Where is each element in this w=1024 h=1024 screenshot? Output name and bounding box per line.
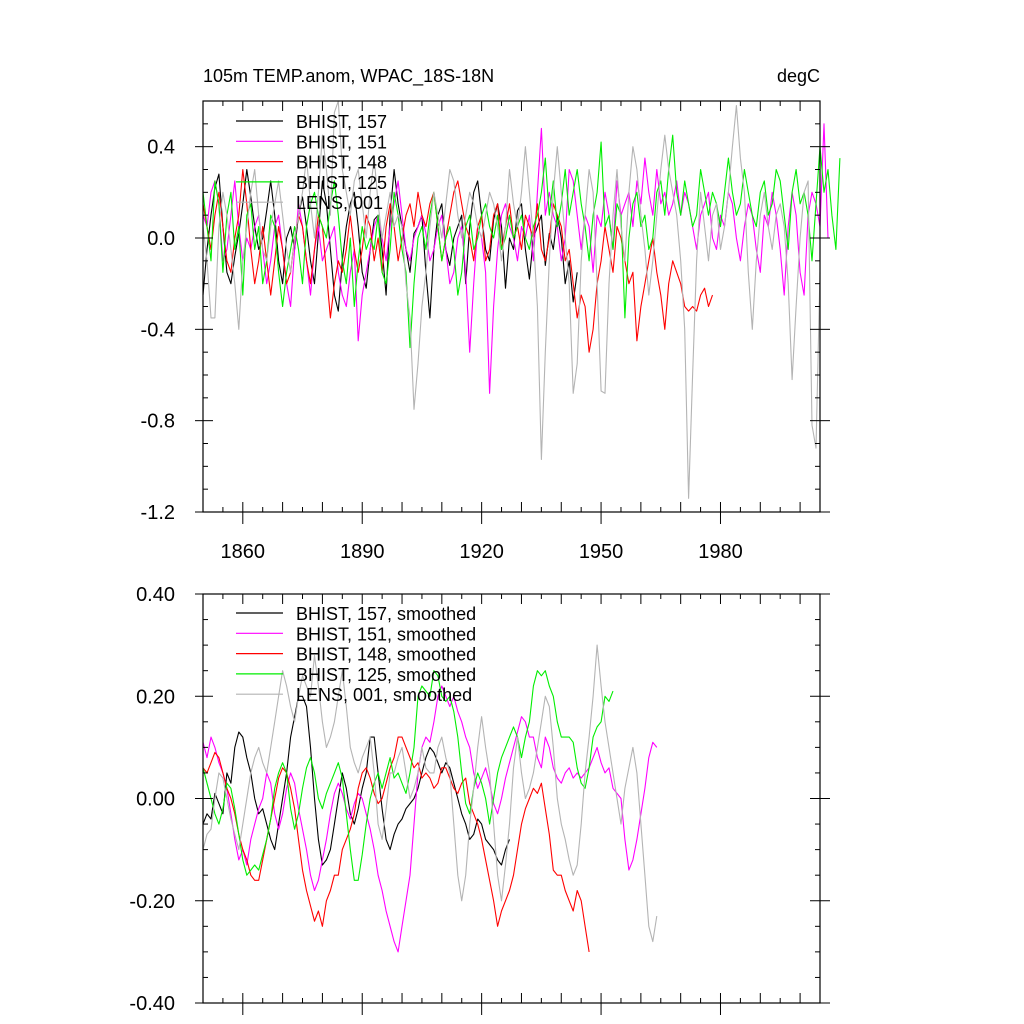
top-legend-label-bhist-148: BHIST, 148 — [296, 153, 387, 173]
top-xtick-label: 1920 — [459, 541, 504, 563]
top-panel: 105m TEMP.anom, WPAC_18S-18N degC 1860 18… — [141, 66, 841, 563]
bottom-ytick-label: 0.40 — [136, 584, 175, 606]
bottom-legend-label-bhist-125-smoothed: BHIST, 125, smoothed — [296, 665, 476, 685]
top-series-bhist-125 — [202, 134, 841, 349]
top-ytick-label: -1.2 — [141, 502, 175, 524]
bottom-ytick-label: 0.00 — [136, 789, 175, 811]
top-series-bhist-148 — [202, 168, 714, 353]
top-units-label: degC — [777, 66, 820, 86]
bottom-ytick-label: 0.20 — [136, 686, 175, 708]
top-xtick-label: 1950 — [579, 541, 624, 563]
bottom-legend-label-bhist-157-smoothed: BHIST, 157, smoothed — [296, 604, 476, 624]
bottom-plot-area — [202, 644, 658, 953]
bottom-legend-label-lens-001-smoothed: LENS, 001, smoothed — [296, 685, 472, 705]
bottom-ytick-label: -0.20 — [129, 891, 175, 913]
top-legend-label-lens-001: LENS, 001 — [296, 193, 383, 213]
top-ytick-label: -0.4 — [141, 319, 175, 341]
bottom-panel: 0.40 0.20 0.00 -0.20 -0.40 BHIST, 157, smoot… — [129, 584, 830, 1015]
bottom-ytick-label: -0.40 — [129, 993, 175, 1015]
top-series-bhist-157 — [202, 168, 578, 319]
bottom-axes: 0.40 0.20 0.00 -0.20 -0.40 — [129, 584, 830, 1015]
top-xtick-label: 1860 — [221, 541, 266, 563]
top-series-lens-001 — [202, 100, 821, 499]
top-legend-label-bhist-157: BHIST, 157 — [296, 112, 387, 132]
top-plot-area — [202, 100, 841, 499]
top-xtick-label: 1980 — [698, 541, 743, 563]
bottom-series-bhist-157-smoothed — [202, 695, 511, 866]
bottom-series-bhist-151-smoothed — [202, 685, 658, 953]
top-chart-title: 105m TEMP.anom, WPAC_18S-18N — [203, 66, 494, 87]
top-legend-label-bhist-125: BHIST, 125 — [296, 173, 387, 193]
top-legend-label-bhist-151: BHIST, 151 — [296, 132, 387, 152]
bottom-series-lens-001-smoothed — [202, 644, 658, 943]
bottom-legend-label-bhist-151-smoothed: BHIST, 151, smoothed — [296, 624, 476, 644]
top-ytick-label: -0.8 — [141, 411, 175, 433]
top-ytick-label: 0.0 — [147, 228, 175, 250]
bottom-legend-label-bhist-148-smoothed: BHIST, 148, smoothed — [296, 645, 476, 665]
top-xtick-label: 1890 — [340, 541, 385, 563]
top-ytick-label: 0.4 — [147, 137, 175, 159]
bottom-series-bhist-148-smoothed — [202, 736, 590, 952]
top-axes: 1860 1890 1920 1950 1980 0.4 0.0 -0.4 -0.8 -1.2 — [141, 100, 830, 563]
